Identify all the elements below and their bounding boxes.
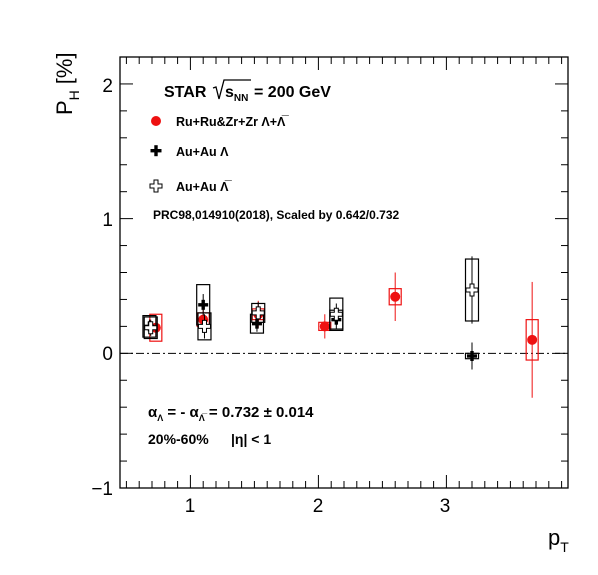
y-axis-ticks [120,56,568,489]
sqrt-sign [212,79,251,100]
data-point [467,351,477,362]
data-point [197,319,211,333]
legend: Ru+Ru&Zr+Zr Λ+Λ̅ Au+Au Λ Au+Au Λ̅ [149,115,289,194]
series-1 [142,284,480,370]
x-tick-label-1: 1 [185,496,196,517]
legend-marker-ruru [151,116,161,126]
y-tick-label-minus1: −1 [91,479,113,500]
legend-label-ruru: Ru+Ru&Zr+Zr Λ+Λ̅ [176,115,289,129]
marker-v [255,318,259,329]
reference-note: PRC98,014910(2018), Scaled by 0.642/0.73… [153,208,399,222]
x-axis-ticks [125,57,563,488]
y-tick-label-0: 0 [102,344,113,365]
data-point [465,283,479,297]
x-tick-label-2: 2 [313,496,324,517]
series-2 [143,256,480,341]
data-point [329,307,343,321]
marker-v [470,351,474,362]
x-axis-title: pT [548,525,569,555]
legend-marker-auau-lambda [150,145,162,157]
data-point [527,334,538,345]
data-point [198,299,209,310]
data-point [144,321,158,335]
legend-label-auau-lambda: Au+Au Λ [176,145,229,159]
eta-cut-label: |η| < 1 [231,431,271,447]
centrality-label: 20%-60% [148,431,209,447]
experiment-label: STAR [164,84,207,101]
alpha-annotation: αΛ = - αΛ̅ = 0.732 ± 0.014 [148,404,314,423]
y-tick-label-1: 1 [102,210,113,231]
sqrt-s-label: sNN [225,84,248,104]
data-point [251,306,265,320]
data-point [390,291,401,302]
y-tick-label-2: 2 [102,76,113,97]
legend-marker-auau-antilambda [149,179,163,193]
y-axis-title: PH[%] [52,52,82,115]
series-0 [149,272,539,398]
marker-v [201,299,205,310]
x-tick-label-3: 3 [440,496,451,517]
energy-label: = 200 GeV [254,84,331,101]
data-layer [142,256,539,398]
chart-header: STAR sNN = 200 GeV [164,79,331,104]
legend-label-auau-antilambda: Au+Au Λ̅ [176,180,232,194]
data-point [251,318,262,329]
data-point [319,321,330,332]
